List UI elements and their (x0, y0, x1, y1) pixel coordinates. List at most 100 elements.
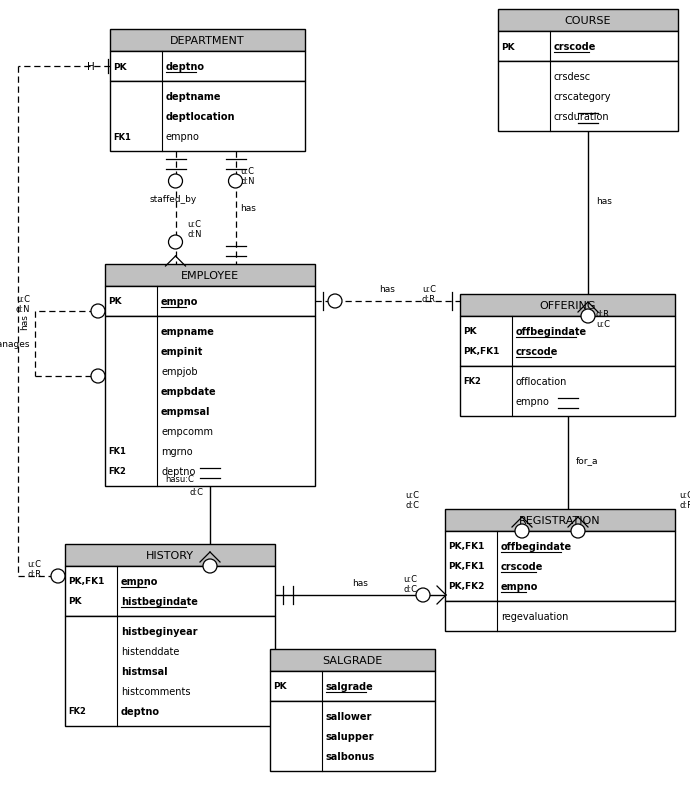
Bar (270, 671, 435, 701)
Text: crsduration: crsduration (554, 111, 610, 122)
Text: histbeginyear: histbeginyear (121, 626, 197, 636)
Text: HISTORY: HISTORY (146, 550, 194, 561)
Circle shape (168, 175, 182, 188)
Text: u:C: u:C (16, 294, 30, 304)
Text: deptlocation: deptlocation (166, 111, 235, 122)
Circle shape (168, 236, 182, 249)
Text: crscode: crscode (501, 561, 544, 571)
Text: empbdate: empbdate (161, 387, 217, 396)
Text: d:R: d:R (422, 294, 436, 304)
Text: histbegindate: histbegindate (121, 596, 198, 606)
Text: FK1: FK1 (108, 447, 126, 456)
Text: histmsal: histmsal (121, 666, 168, 676)
Text: EMPLOYEE: EMPLOYEE (181, 270, 239, 281)
Text: deptno: deptno (161, 467, 195, 476)
Text: u:C: u:C (596, 320, 610, 329)
Text: PK: PK (463, 327, 477, 336)
Text: H: H (87, 62, 95, 72)
Text: PK: PK (501, 43, 515, 51)
Bar (460, 294, 675, 317)
Circle shape (328, 294, 342, 309)
Text: salupper: salupper (326, 731, 375, 741)
Circle shape (571, 525, 585, 538)
Text: u:C: u:C (405, 490, 419, 500)
Text: d:C: d:C (405, 500, 419, 509)
Text: d:R: d:R (27, 569, 41, 578)
Text: hasu:C: hasu:C (165, 475, 194, 484)
Text: has: has (20, 314, 29, 330)
Text: empno: empno (166, 132, 200, 142)
Bar (105, 317, 315, 486)
Circle shape (515, 525, 529, 538)
Text: empname: empname (161, 326, 215, 337)
Text: has: has (241, 204, 257, 213)
Text: PK,FK1: PK,FK1 (448, 542, 484, 551)
Text: regevaluation: regevaluation (501, 611, 569, 622)
Text: empno: empno (121, 577, 159, 586)
Text: PK: PK (68, 597, 81, 606)
Text: PK,FK2: PK,FK2 (448, 581, 484, 591)
Text: empinit: empinit (161, 346, 204, 357)
Text: PK,FK1: PK,FK1 (448, 561, 484, 571)
Text: salbonus: salbonus (326, 751, 375, 761)
Text: FK1: FK1 (113, 132, 131, 141)
Text: empno: empno (501, 581, 538, 591)
Text: histcomments: histcomments (121, 687, 190, 696)
Bar (445, 602, 675, 631)
Text: has: has (352, 578, 368, 587)
Text: has: has (596, 196, 612, 205)
Bar (445, 509, 675, 532)
Text: COURSE: COURSE (564, 16, 611, 26)
Text: FK2: FK2 (68, 707, 86, 715)
Text: deptno: deptno (166, 62, 205, 72)
Text: crscode: crscode (516, 346, 558, 357)
Text: histenddate: histenddate (121, 646, 179, 656)
Text: salgrade: salgrade (326, 681, 374, 691)
Circle shape (581, 310, 595, 323)
Text: offbegindate: offbegindate (516, 326, 587, 337)
Text: staffed_by: staffed_by (150, 194, 197, 203)
Text: PK,FK1: PK,FK1 (68, 577, 104, 585)
Text: d:N: d:N (15, 305, 30, 314)
Bar (460, 367, 675, 416)
Text: d:N: d:N (241, 176, 255, 186)
Text: offlocation: offlocation (516, 376, 567, 387)
Text: empno: empno (161, 297, 199, 306)
Text: d:R: d:R (596, 310, 610, 318)
Text: u:C: u:C (422, 285, 436, 294)
Text: u:C: u:C (403, 574, 417, 583)
Text: d:C: d:C (190, 488, 204, 496)
Text: empcomm: empcomm (161, 427, 213, 436)
Text: d:C: d:C (403, 585, 417, 593)
Text: mgrno: mgrno (161, 447, 193, 456)
Text: u:C: u:C (188, 220, 201, 229)
Bar (65, 616, 275, 726)
Circle shape (228, 175, 242, 188)
Text: d:N: d:N (188, 229, 202, 239)
Bar (65, 545, 275, 566)
Bar (270, 701, 435, 771)
Bar (498, 32, 678, 62)
Text: empjob: empjob (161, 367, 197, 376)
Bar (65, 566, 275, 616)
Text: for_a: for_a (575, 456, 598, 465)
Bar (105, 286, 315, 317)
Text: offbegindate: offbegindate (501, 541, 572, 551)
Text: empno: empno (516, 396, 550, 407)
Circle shape (416, 588, 430, 602)
Bar (105, 265, 315, 286)
Text: sallower: sallower (326, 711, 373, 721)
Text: crsdesc: crsdesc (554, 72, 591, 82)
Bar (110, 52, 305, 82)
Circle shape (91, 370, 105, 383)
Text: crscode: crscode (554, 42, 596, 52)
Text: u:C: u:C (241, 167, 255, 176)
Text: deptno: deptno (121, 706, 160, 716)
Text: empmsal: empmsal (161, 407, 210, 416)
Text: DEPARTMENT: DEPARTMENT (170, 36, 245, 46)
Text: PK,FK1: PK,FK1 (463, 347, 500, 356)
Text: FK2: FK2 (463, 377, 481, 386)
Text: PK: PK (113, 63, 127, 71)
Text: REGISTRATION: REGISTRATION (519, 516, 601, 525)
Text: SALGRADE: SALGRADE (322, 655, 383, 665)
